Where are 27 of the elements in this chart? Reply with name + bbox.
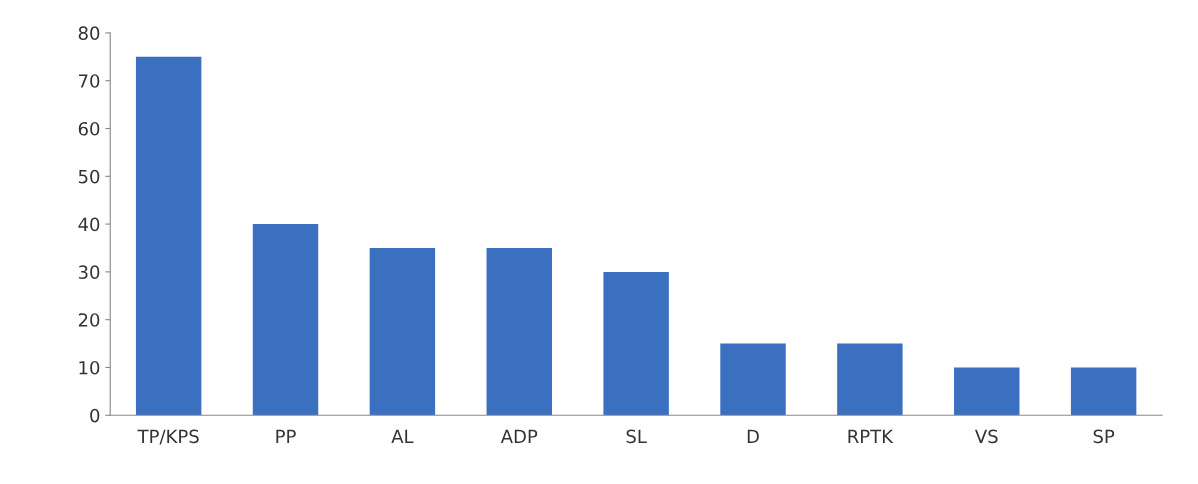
x-tick-label: D bbox=[747, 429, 759, 443]
x-tick-label: VS bbox=[974, 429, 998, 444]
y-tick-label: 80 bbox=[78, 26, 100, 41]
bar bbox=[369, 247, 436, 416]
y-tick-label: 30 bbox=[78, 265, 100, 279]
bar bbox=[486, 247, 552, 416]
x-tick-label: SL bbox=[626, 429, 647, 444]
x-tick-label: ADP bbox=[500, 429, 538, 443]
bar bbox=[135, 56, 202, 416]
x-tick-label: TP/KPS bbox=[137, 429, 199, 445]
y-tick-label: 50 bbox=[78, 169, 100, 184]
bar bbox=[954, 367, 1020, 416]
bar bbox=[252, 224, 319, 416]
bar bbox=[1070, 367, 1137, 416]
y-tick-label: 60 bbox=[78, 121, 100, 136]
bar bbox=[720, 343, 786, 416]
y-tick-label: 20 bbox=[78, 313, 100, 327]
x-tick-label: PP bbox=[276, 429, 296, 443]
y-tick-label: 0 bbox=[90, 408, 100, 423]
bar bbox=[837, 343, 903, 416]
x-tick-label: RPTK bbox=[848, 429, 894, 443]
y-tick-label: 10 bbox=[79, 360, 100, 375]
x-tick-label: AL bbox=[391, 429, 414, 443]
bar bbox=[603, 271, 669, 416]
y-tick-label: 70 bbox=[79, 74, 100, 88]
x-tick-label: SP bbox=[1093, 429, 1115, 444]
y-tick-label: 40 bbox=[78, 217, 100, 232]
